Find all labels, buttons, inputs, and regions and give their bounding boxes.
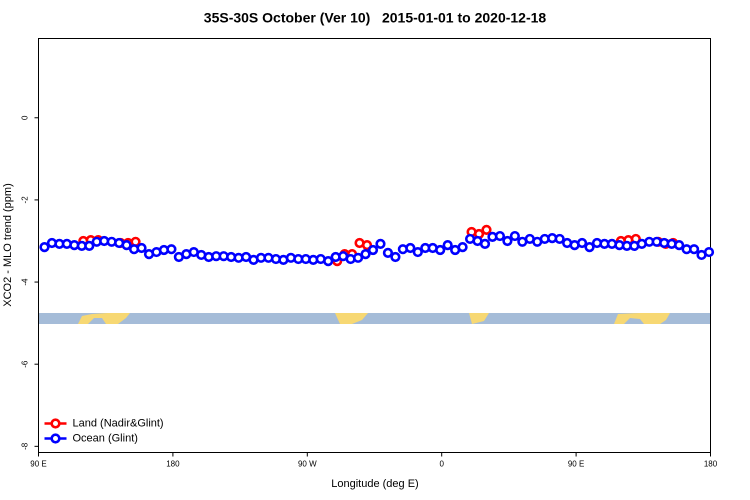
point: [352, 252, 364, 263]
point: [360, 249, 371, 260]
point: [703, 246, 715, 258]
point: [412, 246, 423, 258]
y-tick-label: -6: [21, 360, 30, 368]
legend-label: Land (Nadir&Glint): [73, 417, 164, 429]
x-tick-label: 90 E: [30, 460, 46, 469]
point: [136, 242, 147, 254]
point: [479, 238, 491, 249]
point: [166, 244, 177, 255]
land-ocean-strip: [39, 313, 710, 324]
legend-marker: [50, 433, 61, 444]
point: [457, 242, 468, 253]
point: [405, 242, 416, 254]
point: [502, 235, 513, 247]
x-tick-label: 0: [439, 460, 444, 469]
point: [688, 244, 700, 255]
point: [554, 233, 565, 245]
point: [367, 244, 379, 256]
chart-title: 35S-30S October (Ver 10) 2015-01-01 to 2…: [204, 10, 547, 26]
y-axis-label: XCO2 - MLO trend (ppm): [2, 183, 14, 306]
x-tick-label: 90 W: [298, 460, 317, 469]
point: [375, 238, 386, 249]
y-tick-label: -8: [21, 442, 30, 450]
point: [390, 251, 401, 263]
point: [382, 247, 394, 258]
x-tick-label: 90 E: [568, 460, 584, 469]
x-axis-label: Longitude (deg E): [331, 478, 418, 490]
point: [509, 230, 520, 242]
point: [435, 244, 446, 256]
point: [481, 224, 492, 235]
point: [674, 239, 685, 251]
y-tick-label: -4: [21, 278, 30, 286]
plot-frame: [38, 38, 711, 453]
point: [584, 242, 595, 253]
point: [494, 230, 506, 242]
point: [576, 237, 588, 249]
y-tick-label: -2: [21, 196, 30, 204]
point: [323, 256, 334, 267]
point: [84, 240, 95, 252]
point: [39, 242, 50, 253]
legend-label: Ocean (Glint): [73, 432, 138, 444]
y-tick-label: 0: [21, 115, 30, 120]
point: [442, 239, 453, 251]
legend-marker: [50, 418, 61, 429]
x-tick-label: 180: [704, 460, 718, 469]
point: [121, 239, 132, 251]
x-tick-label: 180: [166, 460, 180, 469]
